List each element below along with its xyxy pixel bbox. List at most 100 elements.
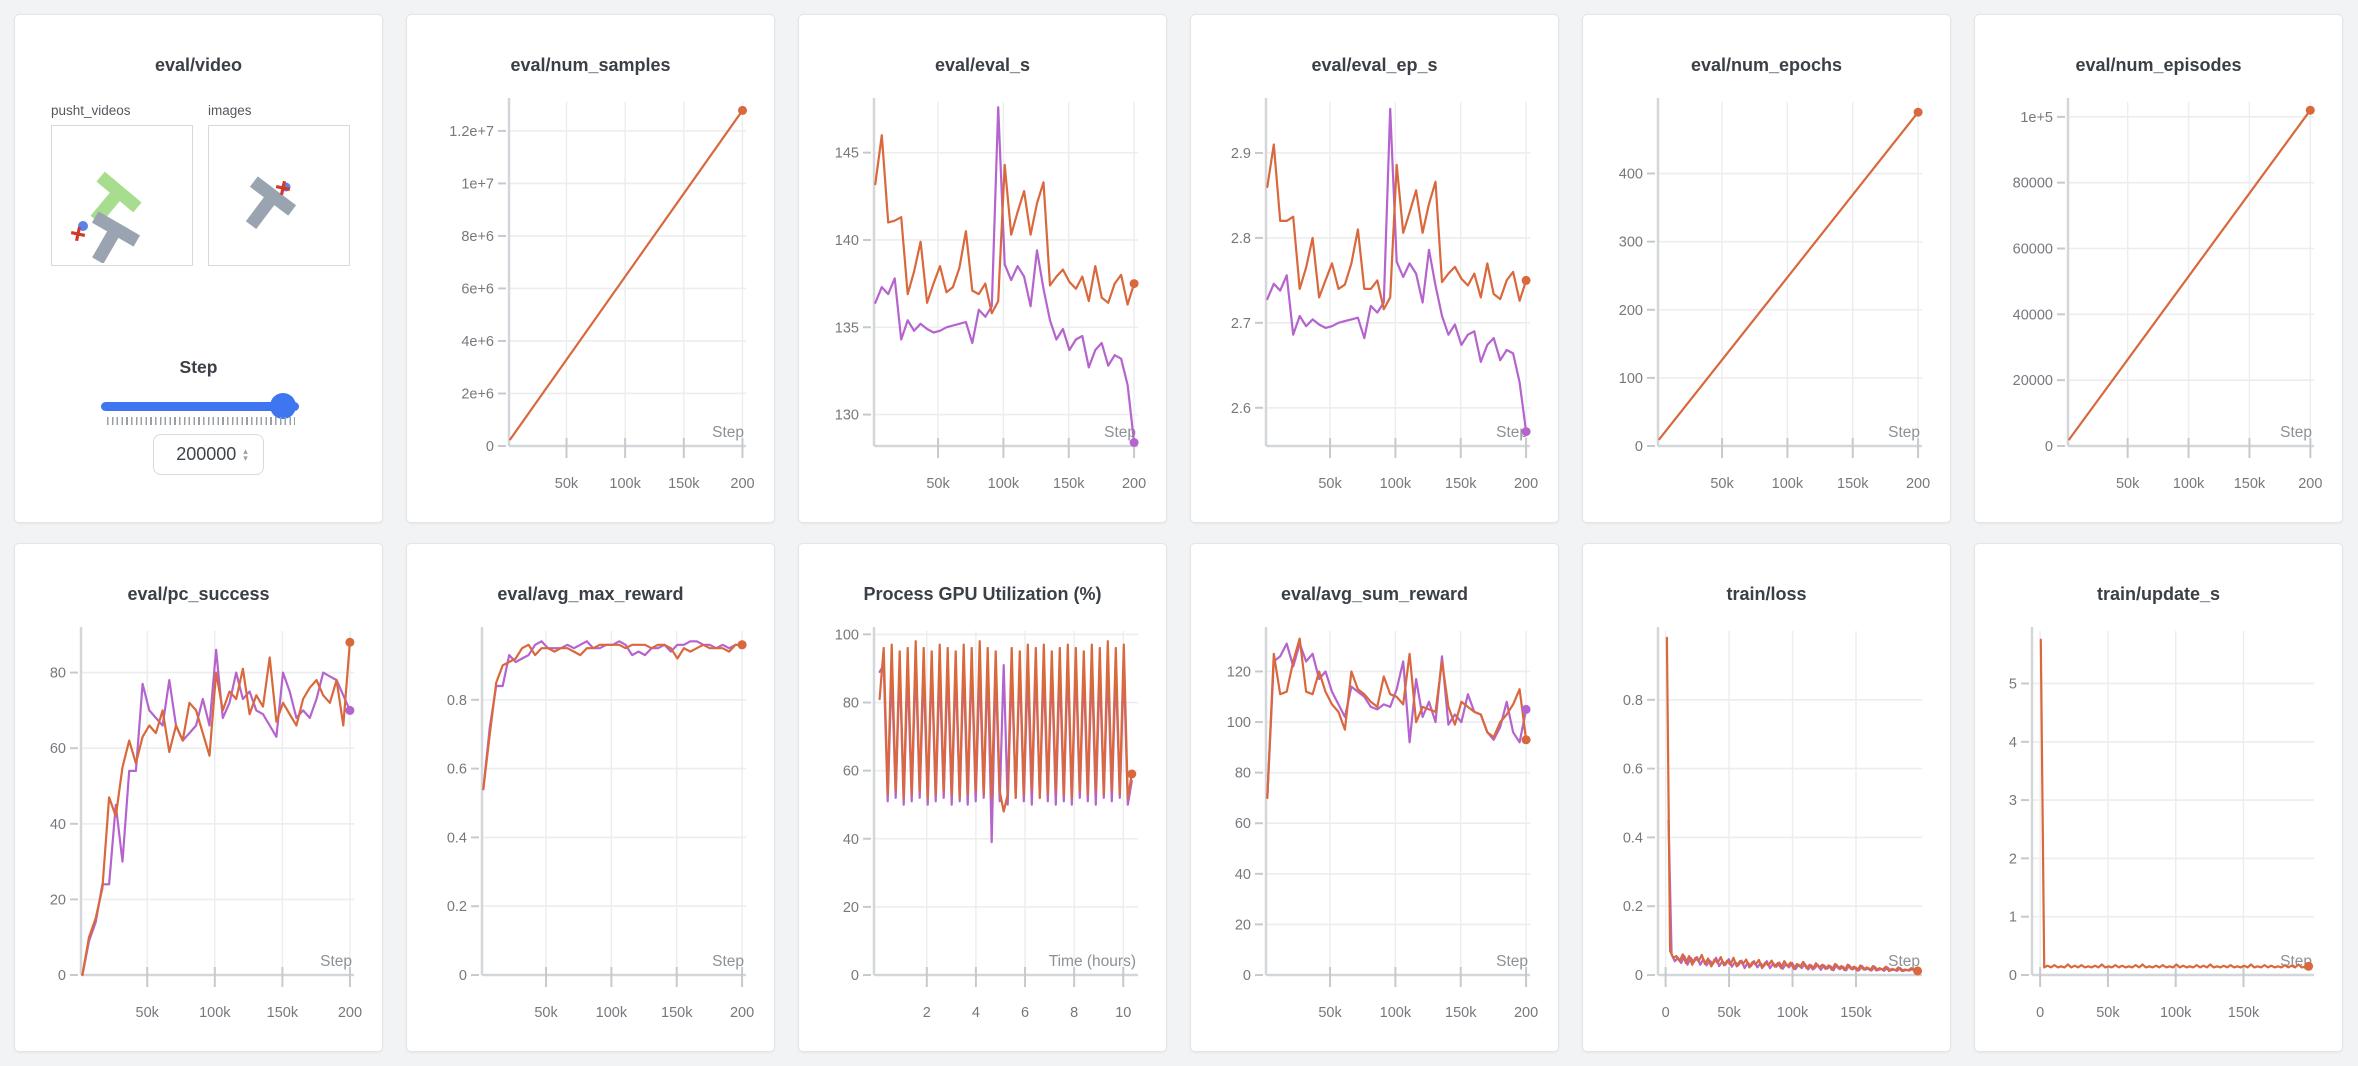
svg-text:100k: 100k <box>596 1005 628 1021</box>
goal-cross-icon <box>70 226 86 242</box>
chart-eval-avg-sum-reward: 0 20 40 60 80 100 120 50k 100k 150k 200 Step <box>1227 627 1538 1021</box>
svg-text:0: 0 <box>1243 968 1251 984</box>
svg-text:6e+6: 6e+6 <box>461 281 494 297</box>
svg-text:80: 80 <box>1235 766 1251 782</box>
svg-text:20: 20 <box>50 892 66 908</box>
svg-text:100k: 100k <box>1380 1005 1412 1021</box>
svg-text:0.8: 0.8 <box>447 693 467 709</box>
svg-text:150k: 150k <box>1053 476 1085 492</box>
svg-text:4e+6: 4e+6 <box>461 334 494 350</box>
svg-text:0.6: 0.6 <box>447 762 467 778</box>
svg-text:20: 20 <box>1235 917 1251 933</box>
svg-text:150k: 150k <box>2234 476 2266 492</box>
svg-text:Step: Step <box>2280 424 2312 441</box>
panel-eval-eval-ep-s[interactable]: eval/eval_ep_s 2.6 2.7 2.8 2.9 50k 100k 150k 200… <box>1190 14 1559 523</box>
panel-title: eval/eval_ep_s <box>1311 55 1438 75</box>
chart-eval-eval-ep-s: 2.6 2.7 2.8 2.9 50k 100k 150k 200 Step <box>1231 98 1538 492</box>
svg-text:0.4: 0.4 <box>447 830 467 846</box>
panel-eval-video[interactable]: eval/video pusht_videos images Step <box>14 14 383 523</box>
svg-text:2.6: 2.6 <box>1231 401 1251 417</box>
chart-eval-num-epochs: 0 100 200 300 400 50k 100k 150k 200 Step <box>1619 98 1930 492</box>
svg-text:4: 4 <box>972 1005 980 1021</box>
svg-text:120: 120 <box>1227 664 1251 680</box>
svg-text:0: 0 <box>1635 439 1643 455</box>
panel-eval-avg-sum-reward[interactable]: eval/avg_sum_reward 0 20 40 60 80 100 120 50k 100… <box>1190 543 1559 1052</box>
panel-eval-pc-success[interactable]: eval/pc_success 0 20 40 60 80 50k 100k 150k 200 St… <box>14 543 383 1052</box>
chart-eval-eval-s: 130 135 140 145 50k 100k 150k 200 Step <box>835 98 1146 492</box>
svg-text:Step: Step <box>1104 424 1136 441</box>
panel-title: eval/eval_s <box>934 55 1031 75</box>
svg-text:135: 135 <box>835 320 859 336</box>
svg-text:0: 0 <box>851 968 859 984</box>
panel-title: eval/video <box>154 55 243 75</box>
svg-text:150k: 150k <box>1840 1005 1872 1021</box>
panel-eval-num-samples[interactable]: eval/num_samples 0 2e+6 4e+6 6e+6 8e+6 1e+7 1.2… <box>406 14 775 523</box>
svg-text:Step: Step <box>1888 953 1920 970</box>
svg-text:Time (hours): Time (hours) <box>1049 953 1136 970</box>
video-thumbnail-pusht[interactable] <box>51 125 193 266</box>
target-t-shape <box>90 171 142 225</box>
panel-title: eval/num_episodes <box>2075 55 2242 75</box>
svg-text:3: 3 <box>2009 793 2017 809</box>
step-slider[interactable] <box>101 402 299 411</box>
panel-eval-avg-max-reward[interactable]: eval/avg_max_reward 0 0.2 0.4 0.6 0.8 50k 100k 1… <box>406 543 775 1052</box>
svg-text:1: 1 <box>2009 910 2017 926</box>
svg-text:100: 100 <box>1227 715 1251 731</box>
step-slider-ticks <box>107 417 295 425</box>
svg-text:80000: 80000 <box>2013 176 2053 192</box>
svg-text:4: 4 <box>2009 735 2017 751</box>
svg-text:100k: 100k <box>199 1005 231 1021</box>
svg-text:150k: 150k <box>1445 1005 1477 1021</box>
panel-train-loss[interactable]: train/loss 0 0.2 0.4 0.6 0.8 0 50k 100k 150k Step <box>1582 543 1951 1052</box>
images-scene <box>245 176 297 230</box>
svg-text:200: 200 <box>730 476 754 492</box>
spinner-down-icon[interactable]: ▾ <box>243 452 248 463</box>
step-value-field[interactable] <box>169 444 244 465</box>
panel-process-gpu-utilization[interactable]: Process GPU Utilization (%) 0 20 40 60 80 100 2… <box>798 543 1167 1052</box>
svg-text:2: 2 <box>923 1005 931 1021</box>
svg-text:300: 300 <box>1619 235 1643 251</box>
svg-text:200: 200 <box>338 1005 362 1021</box>
svg-text:150k: 150k <box>267 1005 299 1021</box>
svg-text:50k: 50k <box>1318 1005 1342 1021</box>
panel-eval-num-epochs[interactable]: eval/num_epochs 0 100 200 300 400 50k 100k 150k 2… <box>1582 14 1951 523</box>
svg-text:Step: Step <box>712 953 744 970</box>
video-thumbnail-images[interactable] <box>208 125 350 266</box>
svg-text:Step: Step <box>1496 424 1528 441</box>
step-spinner[interactable]: ▴ ▾ <box>243 445 248 463</box>
svg-text:50k: 50k <box>1318 476 1342 492</box>
chart-eval-pc-success: 0 20 40 60 80 50k 100k 150k 200 Step <box>50 627 362 1021</box>
svg-text:200: 200 <box>1906 476 1930 492</box>
svg-text:60: 60 <box>50 741 66 757</box>
svg-text:100: 100 <box>1619 371 1643 387</box>
svg-text:100k: 100k <box>1777 1005 1809 1021</box>
svg-text:100k: 100k <box>609 476 641 492</box>
step-slider-thumb[interactable] <box>270 393 296 419</box>
panel-eval-eval-s[interactable]: eval/eval_s 130 135 140 145 50k 100k 150k 200 Ste… <box>798 14 1167 523</box>
svg-text:40: 40 <box>843 832 859 848</box>
svg-text:200: 200 <box>1122 476 1146 492</box>
svg-text:145: 145 <box>835 146 859 162</box>
svg-text:200: 200 <box>730 1005 754 1021</box>
svg-text:50k: 50k <box>555 476 579 492</box>
media-caption-pusht-videos: pusht_videos <box>51 103 131 118</box>
panel-train-update-s[interactable]: train/update_s 0 1 2 3 4 5 0 50k 100k 150k Step <box>1974 543 2343 1052</box>
step-input[interactable]: ▴ ▾ <box>153 434 264 475</box>
chart-process-gpu-utilization: 0 20 40 60 80 100 2 4 6 8 10 Time (hours) <box>835 627 1138 1021</box>
svg-text:200: 200 <box>1514 1005 1538 1021</box>
svg-text:6: 6 <box>1021 1005 1029 1021</box>
svg-text:20000: 20000 <box>2013 373 2053 389</box>
spinner-up-icon[interactable]: ▴ <box>243 445 248 456</box>
svg-text:0.6: 0.6 <box>1623 762 1643 778</box>
svg-text:140: 140 <box>835 233 859 249</box>
svg-text:50k: 50k <box>926 476 950 492</box>
svg-text:0: 0 <box>486 439 494 455</box>
panel-title: Process GPU Utilization (%) <box>863 584 1102 604</box>
svg-text:Step: Step <box>2280 953 2312 970</box>
svg-text:10: 10 <box>1115 1005 1131 1021</box>
svg-text:0: 0 <box>1662 1005 1670 1021</box>
panel-eval-num-episodes[interactable]: eval/num_episodes 0 20000 40000 60000 80000 1e… <box>1974 14 2343 523</box>
svg-text:40000: 40000 <box>2013 307 2053 323</box>
panel-title: eval/pc_success <box>127 584 270 604</box>
